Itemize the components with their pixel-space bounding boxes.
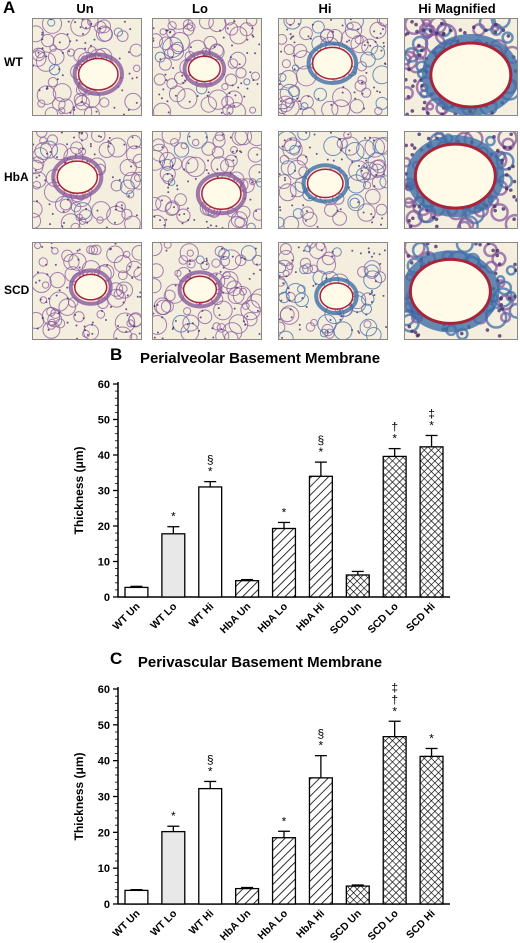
y-tick-label: 50	[98, 720, 110, 732]
bar-hba-lo	[271, 837, 297, 905]
significance-mark: *	[282, 814, 287, 828]
bar-scd-hi	[419, 446, 444, 598]
y-axis-label: Thickness (μm)	[72, 752, 86, 840]
bar-wt-lo	[161, 533, 186, 598]
x-tick-label: HbA Un	[218, 601, 253, 636]
significance-mark: §	[318, 727, 325, 741]
y-tick-label: 60	[98, 379, 110, 391]
y-tick-label: 0	[104, 592, 110, 604]
significance-mark: *	[208, 465, 213, 479]
y-tick-label: 30	[98, 792, 110, 804]
x-tick-label: SCD Un	[328, 601, 364, 637]
y-tick-label: 10	[98, 557, 110, 569]
bar-hba-un	[235, 580, 260, 598]
bar-wt-hi	[198, 486, 223, 598]
x-tick-label: SCD Hi	[404, 908, 438, 942]
bar-hba-hi	[308, 777, 333, 905]
significance-mark: †	[391, 420, 398, 434]
x-tick-label: WT Un	[111, 601, 143, 633]
significance-mark: *	[282, 505, 287, 519]
y-tick-label: 0	[104, 899, 110, 911]
y-axis-label: Thickness (μm)	[72, 446, 86, 534]
column-header-lo: Lo	[192, 1, 208, 16]
y-tick-label: 50	[98, 415, 110, 427]
x-tick-label: WT Hi	[187, 908, 217, 938]
bar-wt-un	[124, 889, 149, 905]
bar-hba-hi	[308, 475, 333, 598]
significance-mark: ‡	[428, 406, 435, 420]
x-tick-label: WT Hi	[187, 601, 217, 631]
significance-mark: *	[208, 764, 213, 778]
significance-mark: *	[429, 731, 434, 745]
significance-mark: *	[319, 445, 324, 459]
bar-scd-hi	[419, 755, 444, 905]
row-header-scd: SCD	[4, 283, 30, 297]
y-tick-label: 60	[98, 684, 110, 696]
micrograph-wt-hi-magnified	[404, 18, 518, 116]
significance-mark: ‡	[391, 680, 398, 694]
panel-a-letter: A	[3, 0, 16, 17]
x-tick-label: SCD Un	[328, 908, 364, 943]
significance-mark: *	[429, 418, 434, 432]
micrograph-hba-hi-magnified	[404, 131, 518, 229]
row-header-wt: WT	[4, 55, 23, 69]
bar-scd-lo	[382, 455, 407, 598]
x-tick-label: WT Un	[111, 908, 143, 940]
micrograph-wt-lo	[152, 18, 262, 116]
column-header-hi: Hi	[318, 1, 332, 16]
y-tick-label: 30	[98, 486, 110, 498]
x-tick-label: SCD Lo	[365, 908, 400, 943]
x-tick-label: HbA Hi	[294, 601, 327, 634]
bar-hba-lo	[271, 527, 297, 598]
x-tick-label: WT Lo	[148, 908, 179, 939]
chart-c-title: Perivascular Basement Membrane	[137, 654, 383, 671]
micrograph-hba-lo	[152, 131, 262, 229]
x-tick-label: HbA Un	[218, 908, 253, 943]
micrograph-scd-hi	[278, 242, 388, 340]
x-tick-label: HbA Lo	[256, 601, 291, 636]
column-header-un: Un	[76, 1, 94, 16]
bar-scd-lo	[382, 736, 407, 905]
x-tick-label: SCD Hi	[404, 601, 438, 635]
column-header-hi-magnified: Hi Magnified	[418, 1, 496, 16]
y-tick-label: 40	[98, 450, 110, 462]
significance-mark: §	[207, 752, 214, 766]
micrograph-scd-un	[32, 242, 142, 340]
significance-mark: §	[207, 453, 214, 467]
chart-b-title: Perialveolar Basement Membrane	[139, 350, 381, 367]
micrograph-hba-un	[32, 131, 142, 229]
bar-wt-hi	[198, 787, 223, 905]
panel-c-letter: C	[110, 649, 123, 668]
x-tick-label: SCD Lo	[365, 601, 400, 636]
micrograph-hba-hi	[278, 131, 388, 229]
significance-mark: *	[171, 510, 176, 524]
y-tick-label: 20	[98, 827, 110, 839]
row-header-hba: HbA	[4, 170, 29, 184]
micrograph-wt-un	[32, 18, 142, 116]
bar-wt-lo	[161, 830, 186, 905]
x-tick-label: WT Lo	[148, 601, 179, 632]
bar-scd-un	[345, 885, 370, 905]
micrograph-scd-lo	[152, 242, 262, 340]
bar-wt-un	[124, 586, 149, 598]
y-tick-label: 20	[98, 521, 110, 533]
micrograph-wt-hi	[278, 18, 388, 116]
significance-mark: *	[392, 704, 397, 718]
significance-mark: §	[318, 433, 325, 447]
significance-mark: *	[319, 739, 324, 753]
micrograph-scd-hi-magnified	[404, 242, 518, 340]
significance-mark: *	[171, 809, 176, 823]
y-tick-label: 40	[98, 756, 110, 768]
y-tick-label: 10	[98, 863, 110, 875]
bar-scd-un	[345, 574, 370, 598]
significance-mark: *	[392, 432, 397, 446]
significance-mark: †	[391, 692, 398, 706]
panel-b-letter: B	[110, 345, 123, 364]
bar-hba-un	[235, 887, 260, 905]
x-tick-label: HbA Hi	[294, 908, 327, 941]
x-tick-label: HbA Lo	[256, 908, 291, 943]
